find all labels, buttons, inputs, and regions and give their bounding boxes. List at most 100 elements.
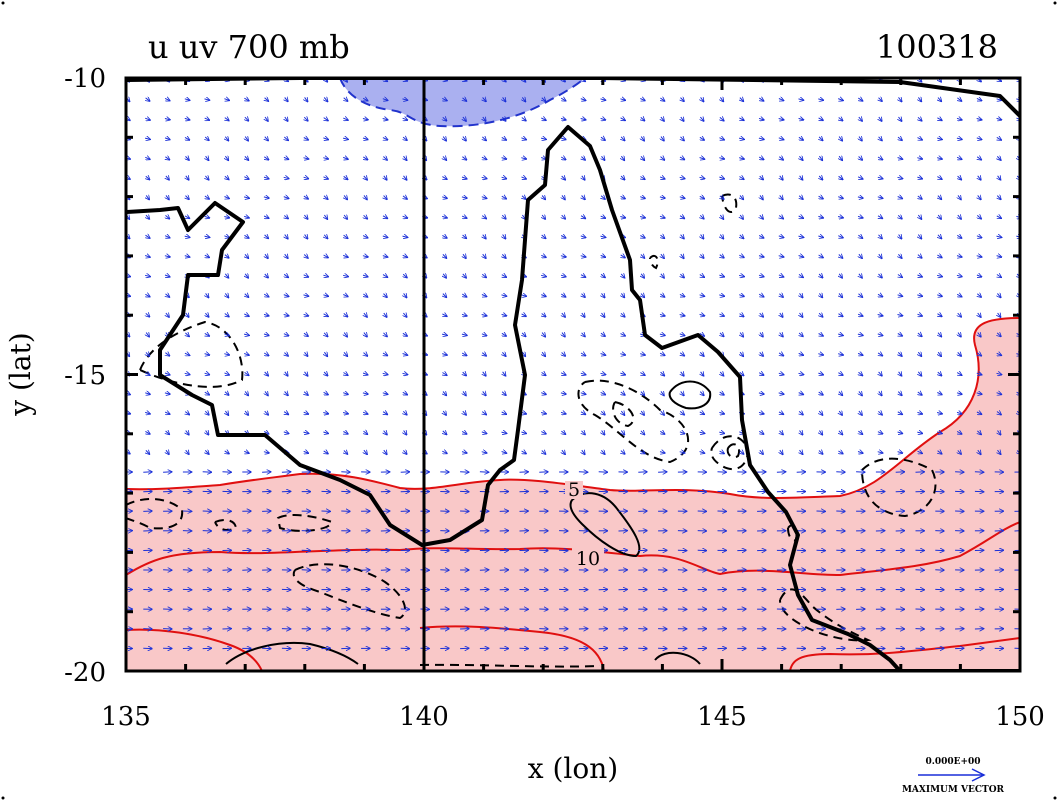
wind-vector <box>859 157 863 161</box>
wind-vector <box>284 157 289 159</box>
wind-vector <box>839 274 842 278</box>
wind-vector <box>998 176 1001 180</box>
wind-vector <box>859 117 863 121</box>
wind-vector <box>363 393 368 394</box>
wind-vector <box>284 137 288 141</box>
wind-vector <box>838 334 843 336</box>
wind-vector <box>918 314 923 316</box>
wind-vector <box>165 393 170 394</box>
wind-vector <box>620 217 625 218</box>
wind-vector <box>977 98 982 100</box>
y-axis-label: y (lat) <box>4 332 37 416</box>
wind-vector <box>660 197 665 198</box>
wind-vector <box>541 138 546 139</box>
wind-vector <box>779 256 784 257</box>
wind-vector <box>186 431 189 435</box>
wind-vector <box>700 432 705 433</box>
wind-vector <box>700 215 704 219</box>
wind-vector <box>660 431 665 434</box>
wind-vector <box>324 215 327 219</box>
wind-vector <box>700 412 705 415</box>
wind-vector <box>621 274 625 278</box>
x-tick-label: 135 <box>101 702 151 732</box>
wind-vector <box>145 294 150 297</box>
wind-vector <box>918 97 921 101</box>
wind-vector <box>363 236 368 238</box>
wind-vector <box>186 196 190 200</box>
wind-vector <box>344 451 348 455</box>
wind-vector <box>997 196 1001 200</box>
wind-vector <box>404 176 407 180</box>
wind-vector <box>562 313 566 317</box>
wind-vector <box>344 98 348 102</box>
wind-vector <box>265 274 269 278</box>
wind-vector <box>482 353 486 356</box>
wind-vector <box>799 353 804 355</box>
wind-vector <box>146 195 149 199</box>
wind-vector <box>680 157 685 160</box>
wind-vector <box>621 118 626 121</box>
wind-vector <box>304 333 308 336</box>
wind-vector <box>364 313 367 317</box>
wind-vector <box>463 274 467 278</box>
wind-vector <box>403 216 408 218</box>
wind-vector <box>997 294 1001 298</box>
wind-vector <box>502 352 506 356</box>
wind-vector <box>720 255 724 258</box>
wind-vector <box>502 452 507 454</box>
wind-vector <box>284 334 289 336</box>
wind-vector <box>978 176 981 180</box>
wind-vector <box>799 196 803 200</box>
wind-vector <box>364 333 367 337</box>
wind-vector <box>146 215 150 219</box>
wind-vector <box>264 157 269 160</box>
wind-vector <box>443 431 447 435</box>
wind-vector <box>185 353 190 355</box>
wind-vector <box>265 117 268 121</box>
wind-vector <box>700 452 705 454</box>
wind-vector <box>958 176 962 180</box>
wind-vector <box>285 254 288 258</box>
wind-vector <box>779 353 784 356</box>
wind-vector <box>700 295 705 297</box>
wind-vector <box>324 98 328 102</box>
wind-vector <box>838 197 843 199</box>
wind-vector <box>799 216 804 218</box>
wind-vector <box>561 118 566 120</box>
wind-vector <box>621 392 625 395</box>
wind-vector <box>701 372 704 376</box>
wind-vector <box>879 98 883 102</box>
wind-vector <box>878 197 883 199</box>
wind-vector <box>661 235 665 238</box>
wind-vector <box>463 372 467 376</box>
wind-vector <box>205 255 210 257</box>
wind-vector <box>561 373 566 375</box>
wind-vector <box>403 137 407 140</box>
wind-vector <box>799 236 804 237</box>
wind-vector <box>661 254 664 258</box>
wind-vector <box>819 176 823 180</box>
wind-vector <box>562 353 566 357</box>
wind-vector <box>344 313 348 317</box>
wind-vector <box>304 177 309 179</box>
wind-vector <box>760 313 764 317</box>
wind-vector <box>285 117 288 121</box>
wind-vector <box>938 215 941 219</box>
wind-vector <box>245 294 249 298</box>
wind-vector <box>839 255 843 259</box>
wind-vector <box>205 354 210 356</box>
wind-vector <box>442 334 447 335</box>
wind-vector <box>581 119 586 120</box>
wind-vector <box>324 255 329 258</box>
wind-vector <box>582 294 586 298</box>
wind-vector <box>343 138 348 139</box>
wind-vector <box>304 117 308 121</box>
wind-vector <box>601 411 605 415</box>
wind-vector <box>601 216 606 218</box>
wind-vector <box>878 353 883 356</box>
wind-vector <box>403 373 408 374</box>
wind-vector <box>779 236 784 238</box>
wind-vector <box>661 274 664 278</box>
wind-vector <box>442 235 447 238</box>
wind-vector <box>918 138 923 140</box>
